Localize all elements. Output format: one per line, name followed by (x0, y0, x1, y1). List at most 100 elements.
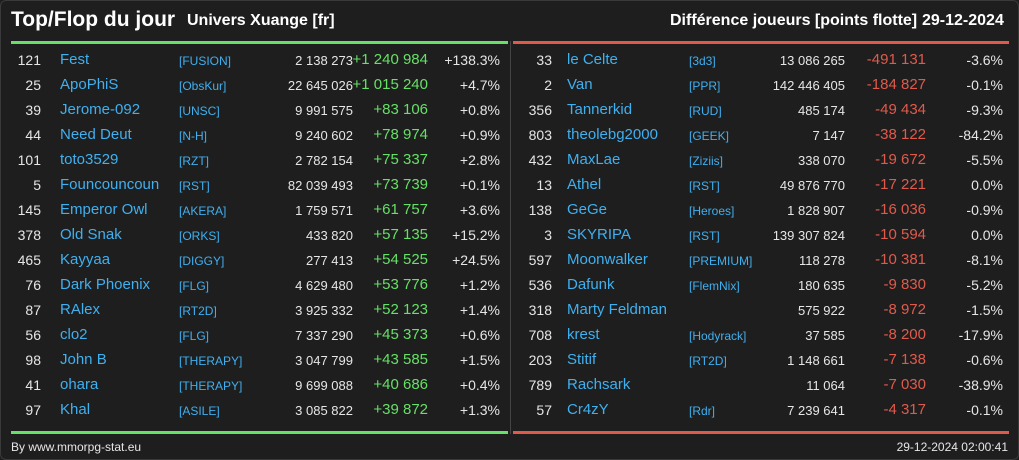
alliance-tag-link[interactable]: [FLG] (179, 329, 210, 343)
player-name-link[interactable]: Khal (60, 401, 91, 418)
player-name-link[interactable]: Fest (60, 51, 90, 68)
player-name-link[interactable]: clo2 (60, 326, 88, 343)
points-difference: +45 373 (373, 326, 428, 343)
player-rank: 789 (528, 377, 552, 393)
alliance-tag-link[interactable]: [ASILE] (179, 404, 220, 418)
top-separator-green (11, 41, 508, 44)
alliance-tag-link[interactable]: [3d3] (689, 54, 716, 68)
player-name-link[interactable]: ApoPhiS (60, 76, 119, 93)
player-rank: 432 (528, 152, 552, 168)
player-name-link[interactable]: Rachsark (567, 376, 631, 393)
player-rank: 708 (528, 327, 552, 343)
points-difference: +78 974 (373, 126, 428, 143)
player-name-link[interactable]: ohara (60, 376, 99, 393)
alliance-tag-link[interactable]: [THERAPY] (179, 379, 243, 393)
alliance-tag-link[interactable]: [FUSION] (179, 54, 232, 68)
alliance-tag-link[interactable]: [DIGGY] (179, 254, 225, 268)
alliance-tag-link[interactable]: [N-H] (179, 129, 207, 143)
player-rank: 39 (25, 102, 41, 118)
player-rank: 97 (25, 402, 41, 418)
player-name-link[interactable]: Dafunk (567, 276, 615, 293)
percent-change: +0.6% (459, 327, 500, 343)
alliance-tag-link[interactable]: [PREMIUM] (689, 254, 753, 268)
fleet-points: 7 147 (812, 128, 845, 143)
table-row: 25 ApoPhiS [ObsKur] 22 645 026 +1 015 240 +4.… (1, 73, 510, 98)
alliance-tag-link[interactable]: [RST] (689, 229, 720, 243)
alliance-tag-link[interactable]: [RUD] (689, 104, 722, 118)
alliance-tag-link[interactable]: [RZT] (179, 154, 209, 168)
player-name-link[interactable]: John B (60, 351, 107, 368)
player-name-link[interactable]: theolebg2000 (567, 126, 658, 143)
alliance-tag-link[interactable]: [GEEK] (689, 129, 730, 143)
fleet-points: 37 585 (805, 328, 845, 343)
page-title: Top/Flop du jour (11, 8, 176, 31)
player-name-link[interactable]: Athel (567, 176, 602, 193)
points-difference: -17 221 (875, 176, 926, 193)
player-name-link[interactable]: Moonwalker (567, 251, 648, 268)
table-row: 3 SKYRIPA [RST] 139 307 824 -10 594 0.0% (512, 223, 1018, 248)
player-name-link[interactable]: Need Deut (60, 126, 132, 143)
player-name-link[interactable]: Marty Feldman (567, 301, 668, 318)
points-difference: +73 739 (373, 176, 428, 193)
footer-timestamp: 29-12-2024 02:00:41 (896, 440, 1008, 454)
alliance-tag-link[interactable]: [FLG] (179, 279, 210, 293)
alliance-tag-link[interactable]: [RST] (689, 179, 720, 193)
alliance-tag-link[interactable]: [THERAPY] (179, 354, 243, 368)
percent-change: +4.7% (459, 77, 500, 93)
table-row: 39 Jerome-092 [UNSC] 9 991 575 +83 106 +0.8% (1, 98, 510, 123)
player-name-link[interactable]: GeGe (567, 201, 608, 218)
fleet-points: 22 645 026 (287, 78, 353, 93)
player-name-link[interactable]: Kayyaa (60, 251, 111, 268)
player-name-link[interactable]: SKYRIPA (567, 226, 631, 243)
player-name-link[interactable]: Old Snak (60, 226, 122, 243)
player-name-link[interactable]: Cr4zY (567, 401, 609, 418)
player-rank: 465 (17, 252, 41, 268)
fleet-points: 13 086 265 (779, 53, 845, 68)
player-name-link[interactable]: toto3529 (60, 151, 119, 168)
player-name-link[interactable]: Stitif (567, 351, 597, 368)
alliance-tag-link[interactable]: [Hodyrack] (689, 329, 747, 343)
alliance-tag-link[interactable]: [RT2D] (179, 304, 217, 318)
player-name-link[interactable]: krest (567, 326, 600, 343)
alliance-tag-link[interactable]: [ObsKur] (179, 79, 227, 93)
bottom-separator-green (11, 431, 508, 434)
fleet-points: 1 759 571 (295, 203, 353, 218)
server-name: Univers Xuange [fr] (187, 12, 335, 29)
player-name-link[interactable]: Emperor Owl (60, 201, 148, 218)
table-row: 2 Van [PPR] 142 446 405 -184 827 -0.1% (512, 73, 1018, 98)
alliance-tag-link[interactable]: [FlemNix] (689, 279, 740, 293)
player-name-link[interactable]: RAlex (60, 301, 101, 318)
player-rank: 25 (25, 77, 41, 93)
player-name-link[interactable]: MaxLae (567, 151, 621, 168)
player-name-link[interactable]: Dark Phoenix (60, 276, 151, 293)
fleet-points: 3 925 332 (295, 303, 353, 318)
percent-change: -5.5% (966, 152, 1003, 168)
top-losers-list: 33 le Celte [3d3] 13 086 265 -491 131 -3.6% 2 V… (512, 48, 1018, 423)
alliance-tag-link[interactable]: [PPR] (689, 79, 721, 93)
player-name-link[interactable]: le Celte (567, 51, 618, 68)
player-rank: 98 (25, 352, 41, 368)
table-row: 101 toto3529 [RZT] 2 782 154 +75 337 +2.8% (1, 148, 510, 173)
fleet-points: 2 782 154 (295, 153, 353, 168)
player-name-link[interactable]: Founcouncoun (60, 176, 160, 193)
alliance-tag-link[interactable]: [RT2D] (689, 354, 727, 368)
player-name-link[interactable]: Jerome-092 (60, 101, 141, 118)
player-rank: 57 (536, 402, 552, 418)
fleet-points: 180 635 (798, 278, 845, 293)
alliance-tag-link[interactable]: [ORKS] (179, 229, 220, 243)
points-difference: -8 200 (883, 326, 926, 343)
points-difference: -19 672 (875, 151, 926, 168)
player-rank: 803 (528, 127, 552, 143)
alliance-tag-link[interactable]: [Ziziis] (689, 154, 723, 168)
player-name-link[interactable]: Van (567, 76, 593, 93)
alliance-tag-link[interactable]: [UNSC] (179, 104, 220, 118)
percent-change: +2.8% (459, 152, 500, 168)
table-row: 121 Fest [FUSION] 2 138 273 +1 240 984 +138.3… (1, 48, 510, 73)
table-row: 98 John B [THERAPY] 3 047 799 +43 585 +1.5% (1, 348, 510, 373)
alliance-tag-link[interactable]: [Rdr] (689, 404, 716, 418)
alliance-tag-link[interactable]: [Heroes] (689, 204, 735, 218)
player-name-link[interactable]: Tannerkid (567, 101, 633, 118)
table-row: 87 RAlex [RT2D] 3 925 332 +52 123 +1.4% (1, 298, 510, 323)
alliance-tag-link[interactable]: [RST] (179, 179, 210, 193)
alliance-tag-link[interactable]: [AKERA] (179, 204, 227, 218)
